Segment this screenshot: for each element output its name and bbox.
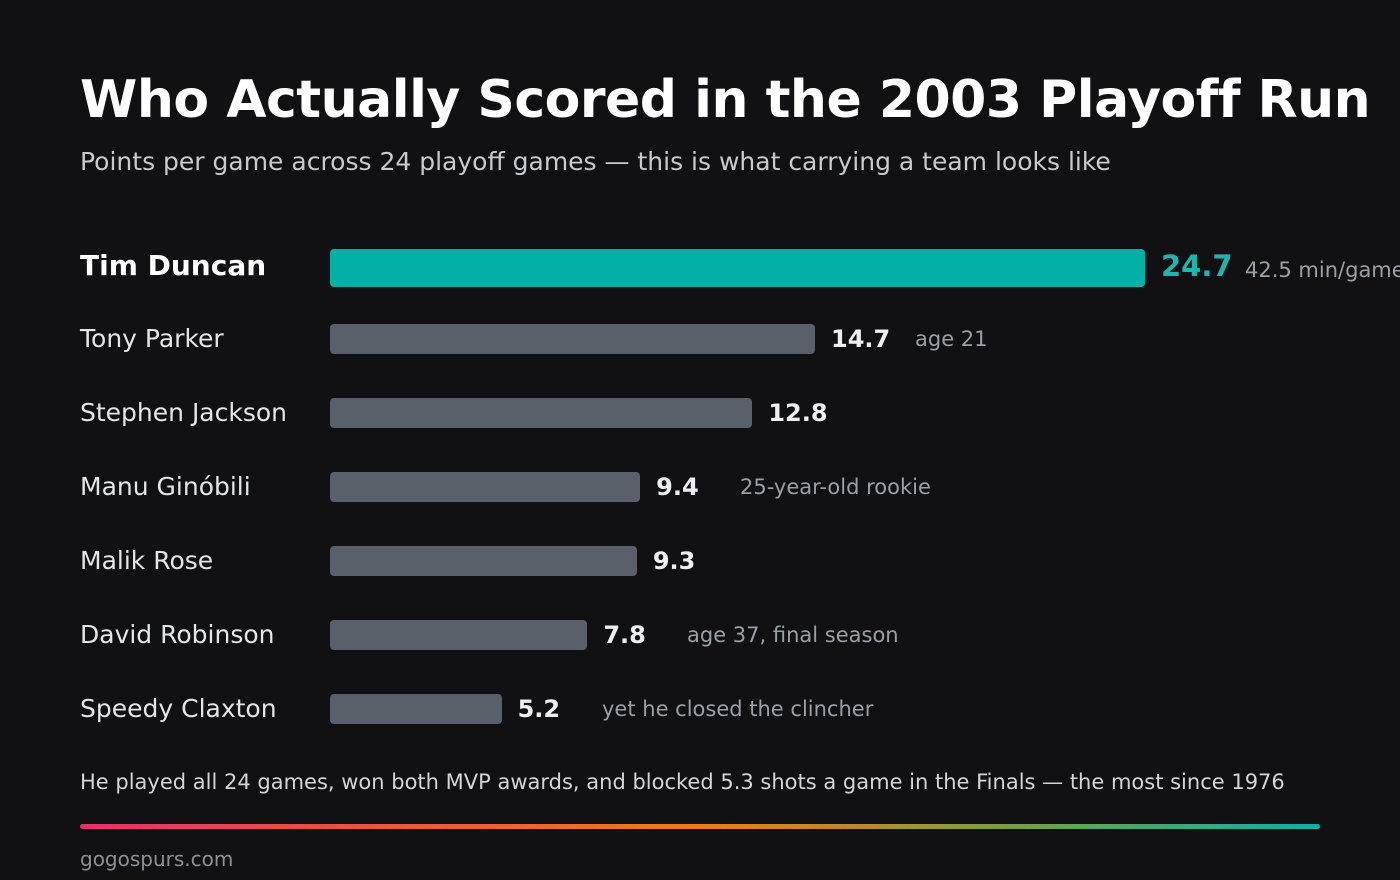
bar-label: David Robinson [80,620,275,649]
bar [330,398,753,428]
data-label: 14.7 [831,325,891,353]
bar-annotation: 25-year-old rookie [740,475,931,499]
data-label: 7.8 [603,621,646,649]
data-label: 12.8 [768,399,828,427]
bar-label: Stephen Jackson [80,398,288,427]
bar-label: Malik Rose [80,546,214,575]
bar-label: Tim Duncan [80,249,267,282]
bar-label: Speedy Claxton [80,694,277,723]
gradient-divider [80,824,1320,829]
data-label: 9.4 [656,473,699,501]
data-label: 24.7 [1161,249,1233,283]
bar-label: Manu Ginóbili [80,472,251,501]
bar [330,249,1145,287]
bar [330,472,641,502]
chart-title: Who Actually Scored in the 2003 Playoff … [80,70,1371,130]
data-label: 5.2 [517,695,561,723]
chart-subtitle: Points per game across 24 playoff games … [80,147,1111,176]
bar-label: Tony Parker [80,324,224,353]
bar-annotation: 42.5 min/game [1245,258,1400,282]
bar [330,620,588,650]
bar [330,324,816,354]
bar-annotation: age 37, final season [687,623,899,647]
bar [330,546,637,576]
bar [330,694,502,724]
source-credit: gogospurs.com [80,847,234,871]
bar-annotation: yet he closed the clincher [602,697,874,721]
footnote: He played all 24 games, won both MVP awa… [80,770,1285,794]
data-label: 9.3 [652,547,696,575]
bar-annotation: age 21 [915,327,988,351]
